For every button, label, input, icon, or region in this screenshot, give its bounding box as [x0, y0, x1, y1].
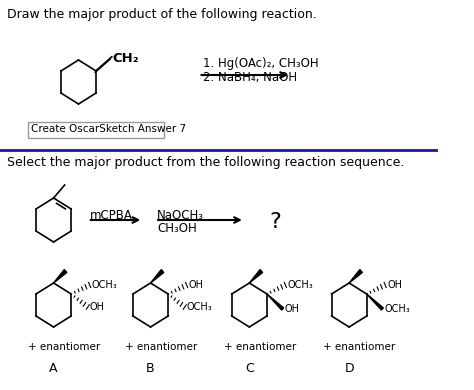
Text: NaOCH₃: NaOCH₃ — [157, 209, 204, 222]
Text: mCPBA: mCPBA — [90, 209, 132, 222]
Text: 2. NaBH₄, NaOH: 2. NaBH₄, NaOH — [203, 71, 297, 84]
Polygon shape — [367, 294, 383, 310]
Text: OH: OH — [189, 280, 203, 290]
Polygon shape — [54, 269, 67, 283]
Text: OH: OH — [387, 280, 402, 290]
Text: 1. Hg(OAc)₂, CH₃OH: 1. Hg(OAc)₂, CH₃OH — [203, 57, 319, 70]
Text: B: B — [146, 362, 155, 375]
Polygon shape — [349, 269, 362, 283]
Text: OCH₃: OCH₃ — [187, 302, 212, 312]
Polygon shape — [267, 294, 283, 310]
Text: + enantiomer: + enantiomer — [224, 342, 296, 352]
Text: C: C — [245, 362, 254, 375]
Text: Create OscarSketch Answer 7: Create OscarSketch Answer 7 — [31, 124, 187, 134]
Text: OCH₃: OCH₃ — [384, 304, 410, 314]
Text: + enantiomer: + enantiomer — [125, 342, 197, 352]
Text: CH₃OH: CH₃OH — [157, 222, 197, 235]
Text: OCH₃: OCH₃ — [91, 280, 117, 290]
Text: OH: OH — [90, 302, 105, 312]
Text: OCH₃: OCH₃ — [287, 280, 313, 290]
Text: CH₂: CH₂ — [113, 51, 139, 64]
Text: + enantiomer: + enantiomer — [27, 342, 100, 352]
Text: A: A — [49, 362, 58, 375]
Text: OH: OH — [284, 304, 300, 314]
Text: Draw the major product of the following reaction.: Draw the major product of the following … — [8, 8, 317, 21]
Polygon shape — [151, 269, 164, 283]
Polygon shape — [249, 269, 263, 283]
Text: D: D — [344, 362, 354, 375]
Text: ?: ? — [270, 212, 282, 232]
Bar — [27, 122, 164, 138]
Text: + enantiomer: + enantiomer — [323, 342, 395, 352]
Text: Select the major product from the following reaction sequence.: Select the major product from the follow… — [8, 156, 405, 169]
